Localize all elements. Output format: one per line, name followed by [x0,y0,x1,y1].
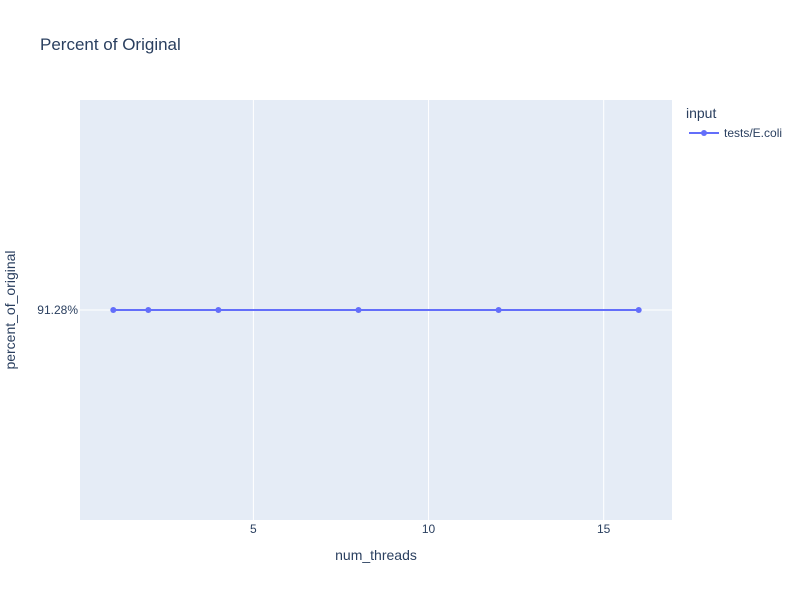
data-point [355,307,362,313]
data-point [145,307,152,313]
x-tick-label: 5 [250,522,257,536]
chart-title: Percent of Original [40,35,181,54]
legend-items: tests/E.coli [689,126,782,140]
x-axis-label: num_threads [335,547,417,563]
x-tick-label: 10 [422,522,436,536]
x-tick-label: 15 [597,522,611,536]
y-axis-ticks: 91.28% [37,303,78,317]
legend-marker [701,130,707,136]
legend: input tests/E.coli [686,105,782,140]
series-layer [110,307,642,313]
data-point [110,307,117,313]
legend-label: tests/E.coli [724,126,782,140]
y-tick-label: 91.28% [37,303,78,317]
data-point [215,307,222,313]
x-axis-ticks: 5 10 15 [250,522,611,536]
y-axis-label: percent_of_original [2,250,18,369]
data-point [495,307,502,313]
data-point [635,307,642,313]
legend-title: input [686,105,716,121]
